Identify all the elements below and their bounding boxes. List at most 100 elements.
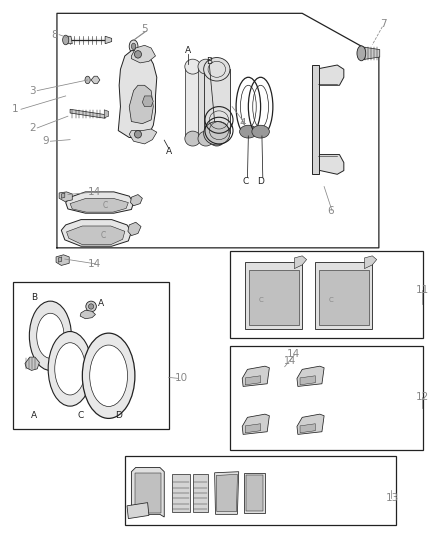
Text: 2: 2 <box>29 123 36 133</box>
Polygon shape <box>128 222 141 236</box>
Text: A: A <box>185 46 191 55</box>
Text: B: B <box>31 293 37 302</box>
Polygon shape <box>216 474 237 512</box>
Polygon shape <box>198 67 214 139</box>
Text: C: C <box>258 296 263 303</box>
Polygon shape <box>104 110 109 118</box>
Polygon shape <box>294 256 307 269</box>
Text: C: C <box>78 411 84 420</box>
Text: 1: 1 <box>12 104 19 114</box>
Text: 12: 12 <box>416 392 429 402</box>
Text: D: D <box>257 177 264 185</box>
Polygon shape <box>245 262 302 329</box>
Ellipse shape <box>357 46 366 61</box>
Text: 8: 8 <box>51 30 58 39</box>
Polygon shape <box>129 85 153 124</box>
Polygon shape <box>91 76 100 84</box>
Polygon shape <box>242 366 269 386</box>
Ellipse shape <box>90 345 127 407</box>
Ellipse shape <box>85 76 90 84</box>
Ellipse shape <box>209 59 225 74</box>
Ellipse shape <box>209 131 225 146</box>
Text: 14: 14 <box>88 259 101 269</box>
Polygon shape <box>249 270 299 325</box>
Text: C: C <box>242 177 248 185</box>
Polygon shape <box>245 376 261 385</box>
Polygon shape <box>66 192 134 213</box>
Polygon shape <box>131 467 164 517</box>
Text: 9: 9 <box>42 136 49 146</box>
Text: A: A <box>166 148 172 156</box>
Polygon shape <box>70 109 105 118</box>
Ellipse shape <box>134 51 141 58</box>
Polygon shape <box>131 45 155 63</box>
Polygon shape <box>142 96 153 107</box>
Bar <box>13 282 169 429</box>
Ellipse shape <box>204 58 230 81</box>
Ellipse shape <box>240 125 257 138</box>
Bar <box>230 251 423 338</box>
Polygon shape <box>297 414 324 434</box>
Text: 6: 6 <box>327 206 334 215</box>
Ellipse shape <box>131 43 136 50</box>
Ellipse shape <box>48 332 92 406</box>
Ellipse shape <box>134 131 141 138</box>
Ellipse shape <box>129 40 138 53</box>
Ellipse shape <box>82 333 135 418</box>
Text: C: C <box>100 231 106 240</box>
Polygon shape <box>131 195 142 206</box>
Ellipse shape <box>185 59 201 74</box>
Polygon shape <box>129 129 157 144</box>
Text: 7: 7 <box>380 19 387 29</box>
Polygon shape <box>118 51 157 138</box>
Polygon shape <box>297 366 324 386</box>
Polygon shape <box>58 257 62 262</box>
Ellipse shape <box>185 131 201 146</box>
Bar <box>125 456 396 525</box>
Ellipse shape <box>63 35 69 45</box>
Polygon shape <box>362 47 380 60</box>
Ellipse shape <box>29 301 71 370</box>
Polygon shape <box>61 220 131 246</box>
Text: 13: 13 <box>385 494 399 503</box>
Polygon shape <box>70 198 128 212</box>
Ellipse shape <box>204 122 230 145</box>
Text: 14: 14 <box>88 187 101 197</box>
Polygon shape <box>172 474 190 512</box>
Polygon shape <box>185 67 201 139</box>
Polygon shape <box>315 155 344 174</box>
Polygon shape <box>242 414 269 434</box>
Text: B: B <box>206 57 212 66</box>
Polygon shape <box>193 474 208 512</box>
Polygon shape <box>315 262 372 329</box>
Polygon shape <box>204 69 230 133</box>
Polygon shape <box>59 192 72 201</box>
Text: 5: 5 <box>141 25 148 34</box>
Polygon shape <box>300 424 315 433</box>
Text: 10: 10 <box>175 374 188 383</box>
Ellipse shape <box>198 59 214 74</box>
Ellipse shape <box>55 343 85 395</box>
Polygon shape <box>209 67 225 139</box>
Polygon shape <box>244 473 265 513</box>
Polygon shape <box>312 65 319 174</box>
Polygon shape <box>364 256 377 269</box>
Text: 14: 14 <box>287 350 300 359</box>
Text: D: D <box>115 411 122 420</box>
Polygon shape <box>127 503 149 519</box>
Text: A: A <box>31 411 37 420</box>
Text: 11: 11 <box>416 286 429 295</box>
Text: 3: 3 <box>29 86 36 95</box>
Text: C: C <box>102 201 108 209</box>
Text: 14: 14 <box>284 357 297 366</box>
Ellipse shape <box>86 301 96 312</box>
Ellipse shape <box>252 125 269 138</box>
Polygon shape <box>245 424 261 433</box>
Polygon shape <box>61 193 65 198</box>
Ellipse shape <box>37 313 64 358</box>
Polygon shape <box>105 36 112 44</box>
Polygon shape <box>319 270 369 325</box>
Polygon shape <box>67 36 72 44</box>
Text: C: C <box>328 296 333 303</box>
Polygon shape <box>315 65 344 85</box>
